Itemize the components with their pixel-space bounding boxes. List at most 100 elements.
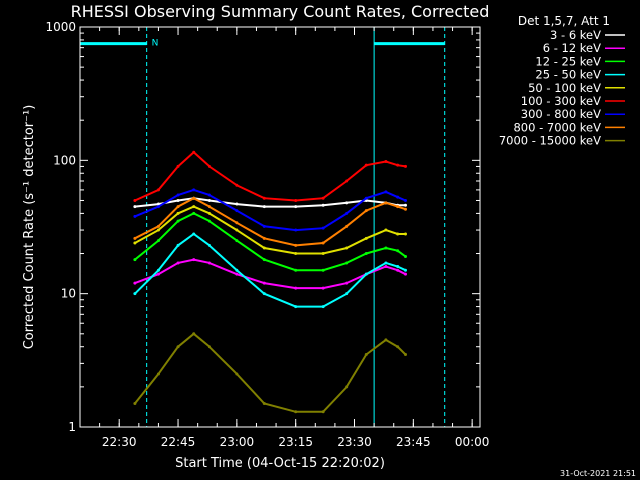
data-point	[384, 338, 388, 342]
data-point	[207, 261, 211, 265]
series-line	[134, 232, 406, 308]
data-point	[207, 164, 211, 168]
data-point	[403, 232, 407, 236]
series-line	[134, 197, 406, 208]
data-point	[403, 207, 407, 211]
data-point	[133, 258, 137, 262]
x-tick-label: 23:00	[220, 435, 255, 449]
data-point	[396, 268, 400, 272]
data-point	[207, 211, 211, 215]
data-point	[262, 258, 266, 262]
data-point	[396, 195, 400, 199]
data-point	[262, 196, 266, 200]
y-tick-label: 10	[61, 287, 76, 301]
series-line	[134, 197, 406, 247]
data-point	[384, 264, 388, 268]
data-point	[262, 402, 266, 406]
data-point	[396, 163, 400, 167]
data-point	[321, 286, 325, 290]
data-point	[294, 228, 298, 232]
attenuator-label: N	[152, 39, 159, 49]
legend-label: 7000 - 15000 keV	[499, 134, 601, 148]
x-tick-label: 22:45	[161, 435, 196, 449]
data-point	[207, 205, 211, 209]
data-point	[235, 202, 239, 206]
data-point	[176, 164, 180, 168]
legend-label: 25 - 50 keV	[535, 68, 601, 82]
plot-frame	[79, 26, 481, 428]
data-point	[235, 221, 239, 225]
data-point	[156, 268, 160, 272]
data-point	[156, 228, 160, 232]
data-point	[294, 243, 298, 247]
data-point	[262, 224, 266, 228]
data-point	[403, 164, 407, 168]
data-point	[384, 261, 388, 265]
data-point	[321, 226, 325, 230]
data-point	[384, 190, 388, 194]
data-point	[403, 272, 407, 276]
data-point	[207, 193, 211, 197]
data-point	[207, 219, 211, 223]
data-point	[384, 246, 388, 250]
data-point	[192, 150, 196, 154]
data-point	[156, 372, 160, 376]
series-line	[134, 150, 406, 202]
data-point	[345, 201, 349, 205]
data-point	[364, 352, 368, 356]
data-point	[156, 188, 160, 192]
y-axis-label: Corrected Count Rate (s⁻¹ detector⁻¹)	[22, 105, 37, 350]
data-point	[321, 305, 325, 309]
legend-label: 12 - 25 keV	[535, 54, 601, 68]
data-point	[156, 272, 160, 276]
series-line	[134, 212, 407, 272]
legend-label: 800 - 7000 keV	[513, 120, 601, 134]
data-point	[133, 292, 137, 296]
data-point	[192, 196, 196, 200]
data-point	[364, 163, 368, 167]
data-point	[235, 183, 239, 187]
data-point	[321, 268, 325, 272]
data-point	[396, 345, 400, 349]
data-point	[133, 205, 137, 209]
data-point	[396, 232, 400, 236]
data-point	[364, 209, 368, 213]
data-point	[235, 272, 239, 276]
timestamp: 31-Oct-2021 21:51	[560, 469, 636, 478]
data-point	[262, 236, 266, 240]
data-point	[235, 372, 239, 376]
legend-label: 6 - 12 keV	[543, 41, 601, 55]
legend-label: 300 - 800 keV	[521, 107, 601, 121]
data-point	[133, 198, 137, 202]
data-point	[207, 345, 211, 349]
data-point	[294, 268, 298, 272]
data-point	[345, 246, 349, 250]
legend-label: 3 - 6 keV	[550, 28, 601, 42]
data-point	[176, 219, 180, 223]
data-point	[321, 410, 325, 414]
data-point	[294, 198, 298, 202]
data-point	[192, 188, 196, 192]
data-point	[156, 205, 160, 209]
data-point	[403, 254, 407, 258]
data-point	[345, 261, 349, 265]
data-point	[294, 252, 298, 256]
data-point	[235, 268, 239, 272]
data-point	[384, 160, 388, 164]
data-point	[176, 198, 180, 202]
y-tick-label: 1	[68, 420, 76, 434]
data-point	[176, 243, 180, 247]
data-point	[364, 272, 368, 276]
data-point	[321, 203, 325, 207]
data-point	[321, 241, 325, 245]
data-point	[294, 286, 298, 290]
data-point	[192, 205, 196, 209]
data-point	[403, 203, 407, 207]
y-tick-label: 100	[53, 153, 76, 167]
data-point	[207, 198, 211, 202]
data-point	[345, 281, 349, 285]
data-point	[192, 211, 196, 215]
data-point	[192, 332, 196, 336]
